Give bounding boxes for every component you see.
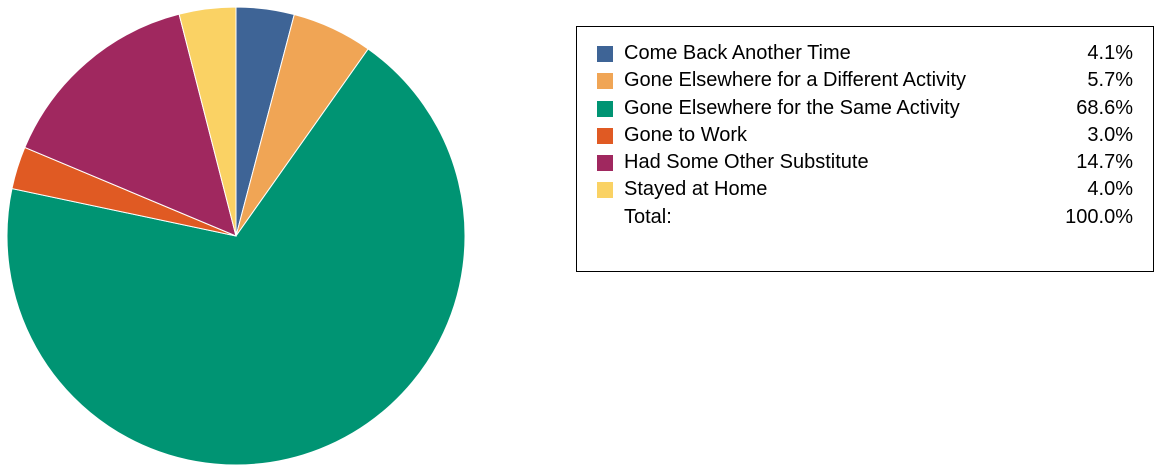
pie-slice-gone-elsewhere-for-the-same-activity [6,48,466,466]
legend-row-gone-elsewhere-different-activity: Gone Elsewhere for a Different Activity … [577,67,1153,94]
legend-value: 5.7% [1087,69,1133,92]
legend-swatch-had-some-other-substitute [597,155,613,172]
legend-row-had-some-other-substitute: Had Some Other Substitute 14.7% [577,149,1153,176]
legend-swatch-gone-to-work [597,127,613,144]
legend-label: Gone Elsewhere for a Different Activity [624,69,967,92]
legend-row-total: Total: 100.0% [577,204,1153,231]
legend-label: Gone to Work [624,123,748,146]
legend-value: 14.7% [1076,151,1133,174]
legend-value: 68.6% [1076,96,1133,119]
legend-total-value: 100.0% [1065,205,1133,228]
legend-swatch-stayed-at-home [597,182,613,199]
legend-value: 3.0% [1087,123,1133,146]
legend-row-gone-elsewhere-same-activity: Gone Elsewhere for the Same Activity 68.… [577,95,1153,122]
legend-swatch-come-back-another-time [597,46,613,62]
legend-label: Come Back Another Time [624,42,851,64]
legend-value: 4.0% [1087,178,1133,201]
legend-label: Stayed at Home [624,178,768,201]
legend: Come Back Another Time 4.1% Gone Elsewhe… [576,26,1154,272]
legend-row-gone-to-work: Gone to Work 3.0% [577,122,1153,149]
legend-swatch-gone-elsewhere-same-activity [597,100,613,117]
legend-swatch-gone-elsewhere-different-activity [597,73,613,90]
legend-row-come-back-another-time: Come Back Another Time 4.1% [577,40,1153,67]
pie-slice-had-some-other-substitute [24,13,237,237]
legend-value: 4.1% [1087,42,1133,64]
pie-slice-stayed-at-home [178,6,237,237]
pie-chart [6,6,466,466]
legend-label: Had Some Other Substitute [624,151,869,174]
legend-row-stayed-at-home: Stayed at Home 4.0% [577,176,1153,203]
legend-total-label: Total: [624,205,672,228]
legend-label: Gone Elsewhere for the Same Activity [624,96,960,119]
